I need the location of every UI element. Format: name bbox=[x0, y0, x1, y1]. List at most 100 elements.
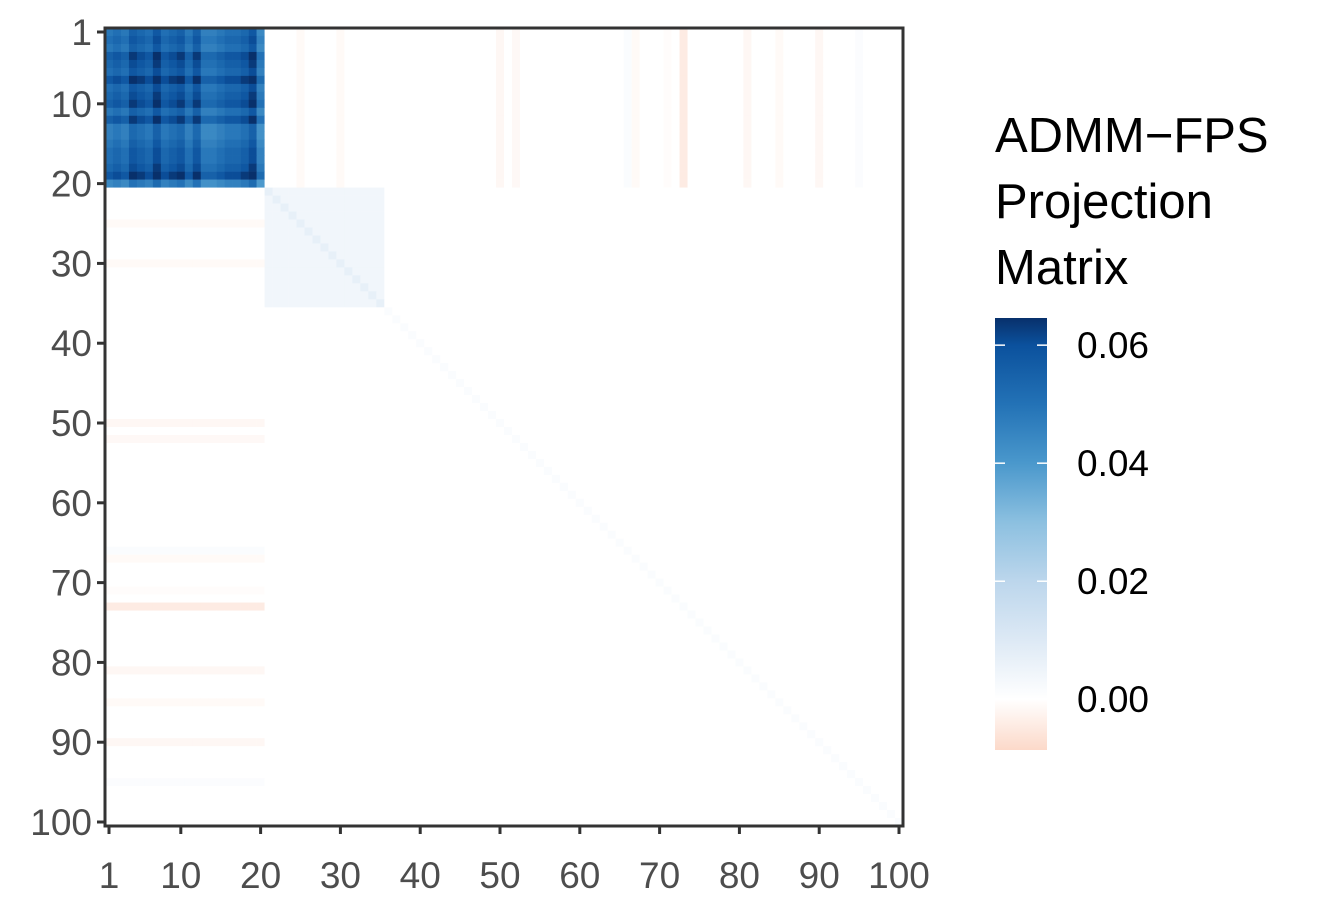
heatmap-cell bbox=[807, 187, 816, 196]
heatmap-cell bbox=[336, 299, 345, 308]
heatmap-cell bbox=[304, 259, 313, 268]
heatmap-cell bbox=[408, 235, 417, 244]
heatmap-cell bbox=[136, 107, 146, 117]
heatmap-cell bbox=[184, 203, 194, 212]
heatmap-cell bbox=[879, 35, 888, 45]
heatmap-cell bbox=[216, 363, 225, 372]
heatmap-cell bbox=[615, 363, 624, 372]
heatmap-cell bbox=[599, 43, 609, 53]
heatmap-cell bbox=[591, 403, 601, 412]
heatmap-cell bbox=[496, 227, 505, 236]
heatmap-cell bbox=[847, 243, 856, 252]
heatmap-cell bbox=[719, 419, 728, 428]
heatmap-cell bbox=[248, 243, 257, 252]
heatmap-cell bbox=[288, 355, 297, 364]
heatmap-cell bbox=[376, 115, 385, 125]
heatmap-cell bbox=[599, 291, 609, 300]
heatmap-cell bbox=[368, 59, 377, 69]
heatmap-cell bbox=[871, 155, 880, 164]
heatmap-cell bbox=[312, 67, 321, 77]
heatmap-cell bbox=[144, 339, 154, 348]
heatmap-cell bbox=[687, 107, 696, 117]
heatmap-cell bbox=[791, 419, 800, 428]
heatmap-cell bbox=[192, 131, 202, 141]
heatmap-cell bbox=[671, 411, 680, 420]
heatmap-cell bbox=[855, 251, 864, 260]
heatmap-cell bbox=[551, 219, 561, 228]
heatmap-cell bbox=[280, 163, 289, 172]
heatmap-cell bbox=[280, 387, 289, 396]
heatmap-cell bbox=[304, 203, 313, 212]
heatmap-cell bbox=[855, 147, 864, 156]
heatmap-cell bbox=[176, 219, 186, 228]
heatmap-cell bbox=[679, 379, 688, 388]
heatmap-cell bbox=[128, 131, 138, 141]
heatmap-cell bbox=[192, 403, 202, 412]
heatmap-cell bbox=[408, 331, 417, 340]
heatmap-cell bbox=[895, 35, 904, 45]
heatmap-cell bbox=[711, 147, 720, 156]
heatmap-cell bbox=[368, 307, 377, 316]
heatmap-cell bbox=[727, 123, 736, 133]
heatmap-cell bbox=[376, 251, 385, 260]
heatmap-cell bbox=[783, 395, 792, 404]
heatmap-cell bbox=[599, 179, 609, 188]
heatmap-cell bbox=[216, 83, 225, 93]
heatmap-cell bbox=[791, 203, 800, 212]
heatmap-cell bbox=[272, 283, 281, 292]
heatmap-cell bbox=[703, 371, 712, 380]
heatmap-cell bbox=[799, 115, 808, 125]
heatmap-cell bbox=[607, 291, 617, 300]
heatmap-cell bbox=[599, 347, 609, 356]
heatmap-cell bbox=[400, 59, 409, 69]
heatmap-cell bbox=[320, 211, 329, 220]
heatmap-cell bbox=[240, 131, 249, 141]
heatmap-cell bbox=[128, 99, 138, 109]
heatmap-cell bbox=[583, 323, 593, 332]
heatmap-cell bbox=[496, 275, 505, 284]
heatmap-cell bbox=[615, 179, 624, 188]
heatmap-cell bbox=[296, 283, 305, 292]
heatmap-cell bbox=[647, 211, 656, 220]
heatmap-cell bbox=[448, 307, 457, 316]
heatmap-cell bbox=[671, 307, 680, 316]
heatmap-cell bbox=[472, 219, 481, 228]
heatmap-cell bbox=[224, 243, 233, 252]
heatmap-cell bbox=[200, 171, 210, 180]
heatmap-cell bbox=[663, 371, 672, 380]
heatmap-cell bbox=[535, 363, 545, 372]
heatmap-cell bbox=[687, 43, 696, 53]
heatmap-cell bbox=[352, 275, 361, 284]
heatmap-cell bbox=[559, 363, 569, 372]
heatmap-cell bbox=[847, 115, 856, 125]
heatmap-cell bbox=[144, 251, 154, 260]
heatmap-cell bbox=[152, 283, 162, 292]
heatmap-cell bbox=[208, 99, 218, 109]
heatmap-cell bbox=[488, 315, 497, 324]
heatmap-cell bbox=[288, 395, 297, 404]
heatmap-cell bbox=[599, 147, 609, 156]
heatmap-cell bbox=[583, 283, 593, 292]
heatmap-cell bbox=[232, 155, 241, 164]
heatmap-cell bbox=[344, 251, 353, 260]
heatmap-cell bbox=[320, 179, 329, 188]
heatmap-cell bbox=[200, 67, 210, 77]
heatmap-cell bbox=[232, 227, 241, 236]
heatmap-cell bbox=[136, 75, 146, 85]
heatmap-cell bbox=[480, 323, 489, 332]
heatmap-cell bbox=[392, 235, 401, 244]
heatmap-cell bbox=[144, 179, 154, 188]
heatmap-cell bbox=[328, 403, 337, 412]
heatmap-cell bbox=[655, 243, 664, 252]
heatmap-cell bbox=[168, 51, 178, 61]
heatmap-cell bbox=[631, 371, 640, 380]
heatmap-cell bbox=[288, 131, 297, 141]
heatmap-cell bbox=[567, 315, 577, 324]
heatmap-cell bbox=[304, 299, 313, 308]
heatmap-cell bbox=[400, 67, 409, 77]
heatmap-cell bbox=[320, 323, 329, 332]
heatmap-cell bbox=[559, 155, 569, 164]
heatmap-cell bbox=[488, 283, 497, 292]
heatmap-cell bbox=[607, 51, 617, 61]
heatmap-cell bbox=[599, 331, 609, 340]
